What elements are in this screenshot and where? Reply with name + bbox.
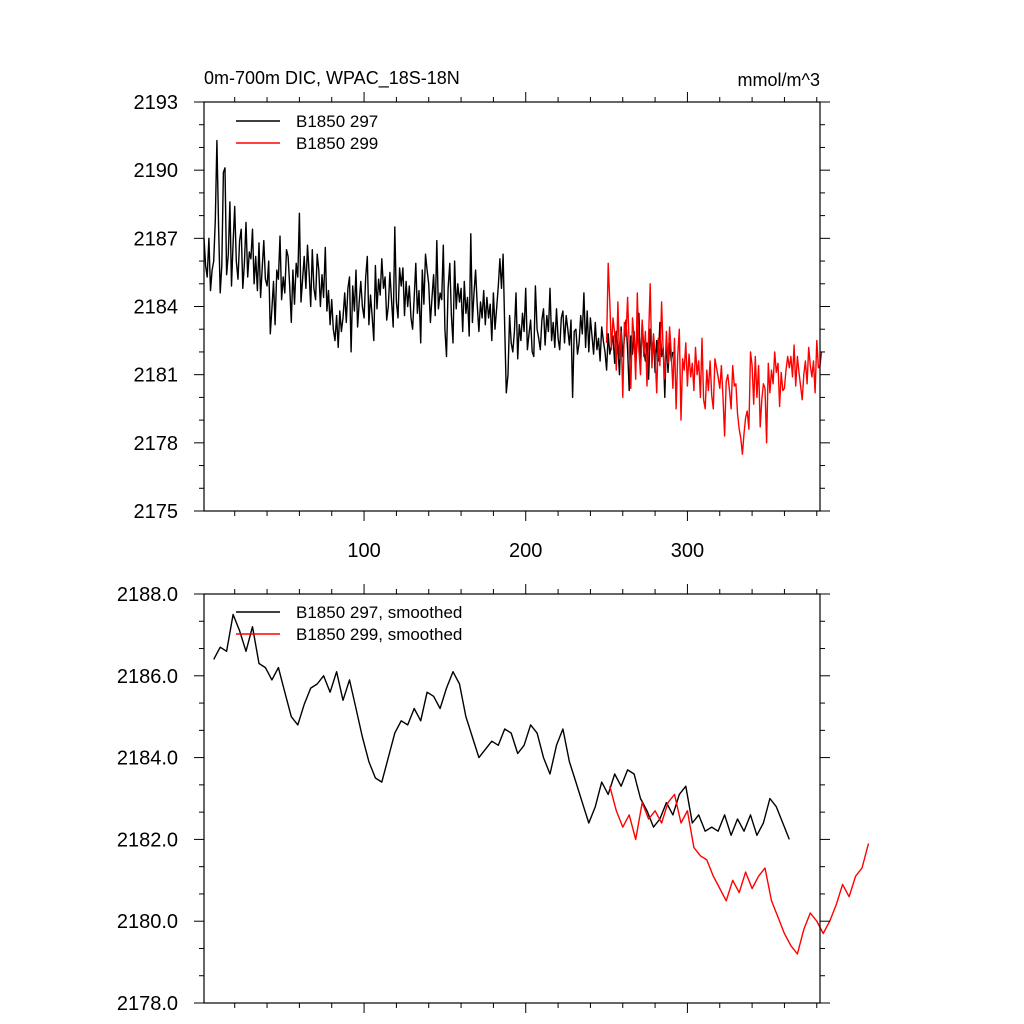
top-xtick-label-0: 100	[347, 540, 380, 562]
bottom-legend: B1850 297, smoothed B1850 299, smoothed	[236, 603, 462, 644]
bottom-plot-frame	[203, 593, 821, 1004]
bottom-legend-label-0: B1850 297, smoothed	[296, 603, 462, 622]
bottom-ytick-label-0: 2178.0	[117, 993, 178, 1015]
top-ytick-label-0: 2175	[134, 501, 179, 523]
bottom-chart: 2178.0 2180.0 2182.0 2184.0 2186.0 2188.0	[117, 584, 870, 1015]
top-series-line-1	[605, 262, 823, 455]
top-xtick-label-1: 200	[509, 540, 542, 562]
bottom-ytick-label-3: 2184.0	[117, 748, 178, 770]
top-ytick-label-5: 2190	[134, 160, 179, 182]
top-series-line-0	[203, 139, 674, 399]
top-legend: B1850 297 B1850 299	[236, 112, 378, 153]
top-chart-units: mmol/m^3	[738, 70, 820, 90]
bottom-ytick-label-4: 2186.0	[117, 666, 178, 688]
top-ytick-label-2: 2181	[134, 365, 179, 387]
bottom-ytick-label-1: 2180.0	[117, 911, 178, 933]
top-legend-label-0: B1850 297	[296, 112, 378, 131]
top-chart-title: 0m-700m DIC, WPAC_18S-18N	[204, 68, 460, 89]
top-plot-frame	[203, 101, 821, 512]
top-xtick-label-2: 300	[671, 540, 704, 562]
bottom-legend-label-1: B1850 299, smoothed	[296, 625, 462, 644]
bottom-series-line-1	[609, 786, 870, 955]
bottom-ytick-label-2: 2182.0	[117, 829, 178, 851]
bottom-series-line-0	[213, 613, 790, 840]
top-ytick-label-6: 2193	[134, 92, 179, 114]
bottom-ytick-label-5: 2188.0	[117, 584, 178, 606]
top-ytick-label-1: 2178	[134, 433, 179, 455]
top-legend-label-1: B1850 299	[296, 134, 378, 153]
top-chart: 2175 2178 2181 2184 2187 2190 2193 100 200 300	[134, 92, 830, 562]
top-ytick-label-4: 2187	[134, 228, 179, 250]
top-ytick-label-3: 2184	[134, 297, 179, 319]
